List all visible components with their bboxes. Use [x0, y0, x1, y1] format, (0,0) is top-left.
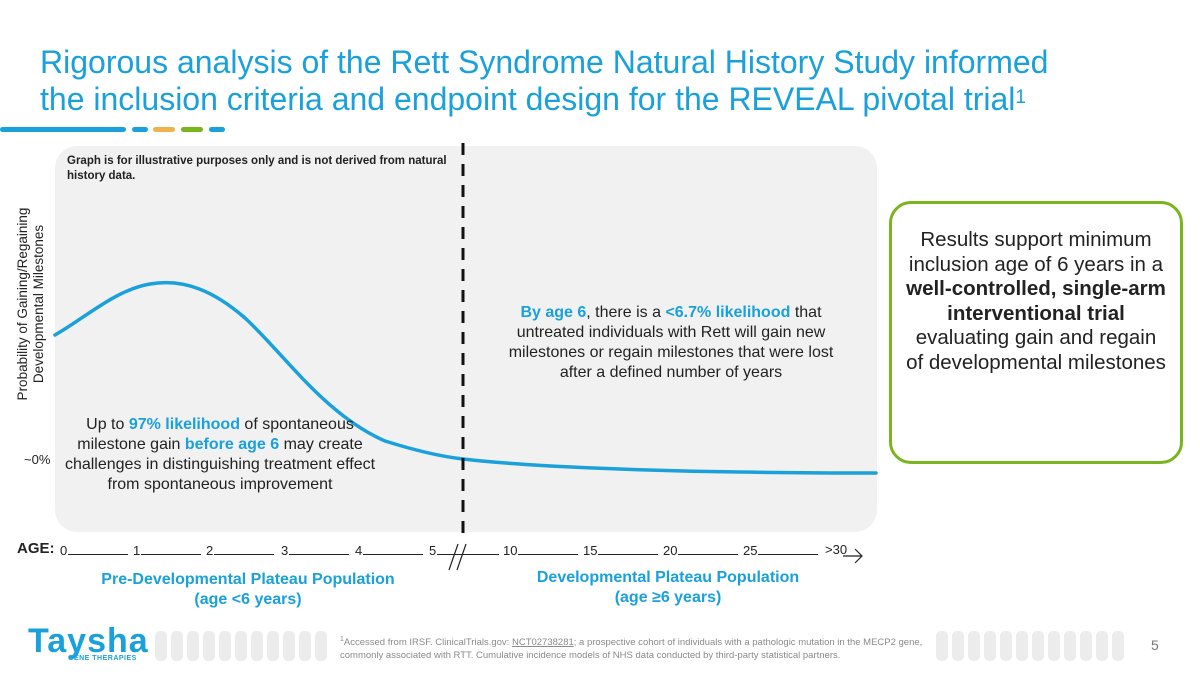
- age-tick: 4: [355, 542, 424, 558]
- title-line-1: Rigorous analysis of the Rett Syndrome N…: [40, 44, 1049, 80]
- age-tick-label: 4: [355, 543, 363, 558]
- footer-stripes-right: [936, 631, 1136, 661]
- age-tick: 3: [281, 542, 350, 558]
- accent-bar-short-blue: [132, 127, 148, 132]
- population-range: (age ≥6 years): [614, 589, 722, 606]
- title-superscript: 1: [1015, 87, 1026, 108]
- logo-wordmark: Taysha: [28, 622, 149, 660]
- age-tick: 10: [503, 542, 579, 558]
- slide-title: Rigorous analysis of the Rett Syndrome N…: [40, 44, 1140, 118]
- plateau-population: Developmental Plateau Population (age ≥6…: [480, 568, 856, 608]
- age-axis-label: AGE:: [17, 540, 55, 557]
- taysha-logo: Taysha GENE THERAPIES: [28, 622, 149, 662]
- note-text: may create challenges in distinguishing …: [64, 436, 376, 493]
- accent-bar-long: [0, 127, 126, 132]
- age-tick-label: 0: [60, 543, 68, 558]
- population-name: Developmental Plateau Population: [536, 569, 800, 586]
- y-tick-zero: ~0%: [24, 452, 51, 467]
- accent-bar-yellow: [153, 127, 175, 132]
- chart-disclaimer: Graph is for illustrative purposes only …: [67, 155, 447, 182]
- note-highlight: 97% likelihood: [128, 416, 240, 433]
- note-text: of spontaneous milestone gain: [77, 416, 354, 453]
- age-tick-label: 5: [429, 543, 437, 558]
- note-text: , there is a: [586, 304, 666, 321]
- population-name: Pre-Developmental Plateau Population: [101, 571, 395, 588]
- note-text: Up to: [86, 416, 129, 433]
- note-text: that untreated individuals with Rett wil…: [508, 304, 834, 381]
- population-range: (age <6 years): [194, 591, 302, 608]
- note-highlight: before age 6: [184, 436, 280, 453]
- callout-text: Results support minimum inclusion age of…: [908, 228, 1164, 276]
- age-tick-label: 15: [583, 543, 598, 558]
- age-tick: 1: [133, 542, 202, 558]
- age-tick-label: >30: [825, 542, 848, 557]
- accent-bar-green: [181, 127, 203, 132]
- footnote-marker: 1: [340, 636, 344, 643]
- age-tick: 2: [206, 542, 275, 558]
- pre-plateau-note: Up to 97% likelihood of spontaneous mile…: [62, 415, 378, 495]
- title-line-2: the inclusion criteria and endpoint desi…: [40, 81, 1140, 118]
- age-tick-label: 25: [743, 543, 758, 558]
- age-tick: 0: [60, 542, 129, 558]
- footnote: 1Accessed from IRSF. ClinicalTrials.gov:…: [340, 633, 930, 662]
- note-highlight: By age 6: [520, 304, 587, 321]
- logo-subtitle: GENE THERAPIES: [68, 655, 137, 662]
- axis-break-icon: [448, 543, 467, 571]
- axis-arrow-icon: [843, 548, 863, 564]
- accent-bar-end-blue: [209, 127, 225, 132]
- age-tick-label: 3: [281, 543, 289, 558]
- age-tick: >30: [825, 542, 847, 557]
- age-tick-label: 10: [503, 543, 518, 558]
- callout-bold-text: well-controlled, single-arm intervention…: [906, 277, 1166, 325]
- callout-text: evaluating gain and regain of developmen…: [906, 326, 1166, 374]
- probability-curve: [53, 280, 878, 475]
- chart-panel: [55, 146, 877, 532]
- page-number: 5: [1151, 637, 1159, 653]
- age-tick: 5: [429, 542, 500, 558]
- clinical-trial-link[interactable]: NCT02738281: [511, 637, 574, 649]
- age-tick-label: 2: [206, 543, 214, 558]
- age-tick-label: 1: [133, 543, 141, 558]
- footnote-text: ; a prospective cohort of individuals wi…: [340, 637, 923, 662]
- footnote-text: Accessed from IRSF. ClinicalTrials.gov:: [343, 637, 512, 649]
- age-tick: 25: [743, 542, 819, 558]
- age-tick: 20: [663, 542, 739, 558]
- age-tick: 15: [583, 542, 659, 558]
- age-tick-label: 20: [663, 543, 678, 558]
- pre-plateau-population: Pre-Developmental Plateau Population (ag…: [60, 570, 436, 610]
- note-highlight: <6.7% likelihood: [665, 304, 791, 321]
- title-line-2-text: the inclusion criteria and endpoint desi…: [40, 81, 1016, 117]
- results-callout: Results support minimum inclusion age of…: [889, 201, 1183, 464]
- footer-stripes-left: [155, 631, 335, 661]
- plateau-note: By age 6, there is a <6.7% likelihood th…: [497, 303, 845, 383]
